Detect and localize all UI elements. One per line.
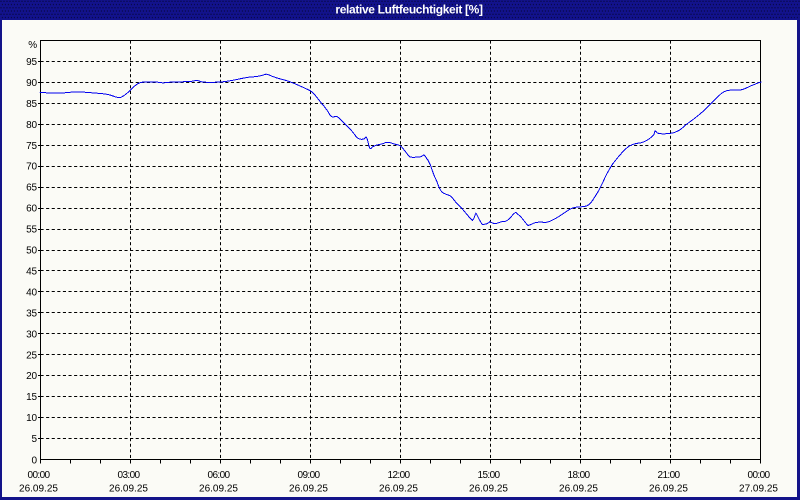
svg-text:65: 65 [26,183,37,194]
svg-text:10: 10 [26,413,37,424]
svg-text:06:00: 06:00 [207,470,230,481]
svg-text:00:00: 00:00 [747,470,770,481]
svg-text:95: 95 [26,57,37,68]
svg-text:50: 50 [26,246,37,257]
svg-text:40: 40 [26,287,37,298]
svg-text:26.09.25: 26.09.25 [649,484,688,495]
svg-text:26.09.25: 26.09.25 [199,484,238,495]
svg-text:80: 80 [26,120,37,131]
svg-text:20: 20 [26,371,37,382]
svg-text:90: 90 [26,78,37,89]
svg-text:55: 55 [26,225,37,236]
svg-text:25: 25 [26,350,37,361]
svg-text:30: 30 [26,329,37,340]
svg-text:0: 0 [32,456,38,467]
svg-text:70: 70 [26,162,37,173]
svg-text:85: 85 [26,99,37,110]
svg-text:35: 35 [26,308,37,319]
svg-text:26.09.25: 26.09.25 [469,484,508,495]
svg-text:09:00: 09:00 [297,470,320,481]
svg-text:60: 60 [26,204,37,215]
svg-text:75: 75 [26,141,37,152]
svg-text:12:00: 12:00 [387,470,410,481]
svg-text:26.09.25: 26.09.25 [109,484,148,495]
svg-text:45: 45 [26,266,37,277]
svg-text:15: 15 [26,392,37,403]
svg-text:21:00: 21:00 [657,470,680,481]
svg-text:27.09.25: 27.09.25 [739,484,778,495]
svg-text:26.09.25: 26.09.25 [289,484,328,495]
svg-text:26.09.25: 26.09.25 [559,484,598,495]
svg-text:15:00: 15:00 [477,470,500,481]
svg-text:26.09.25: 26.09.25 [19,484,58,495]
svg-text:5: 5 [32,434,38,445]
svg-text:%: % [28,40,37,51]
svg-text:03:00: 03:00 [117,470,140,481]
svg-text:00:00: 00:00 [27,470,50,481]
svg-text:relative Luftfeuchtigkeit [%]: relative Luftfeuchtigkeit [%] [335,3,483,17]
svg-text:26.09.25: 26.09.25 [379,484,418,495]
svg-text:18:00: 18:00 [567,470,590,481]
